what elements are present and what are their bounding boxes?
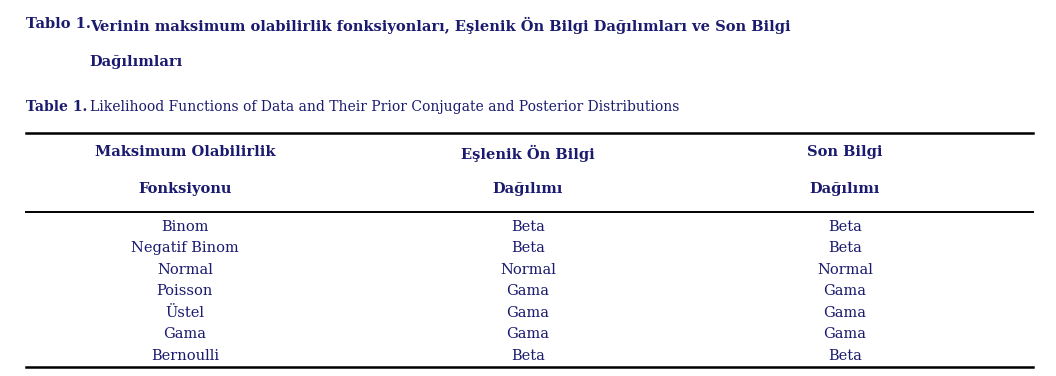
Text: Normal: Normal bbox=[817, 263, 872, 277]
Text: Normal: Normal bbox=[157, 263, 212, 277]
Text: Son Bilgi: Son Bilgi bbox=[807, 145, 883, 159]
Text: Beta: Beta bbox=[511, 349, 545, 363]
Text: Tablo 1.: Tablo 1. bbox=[26, 17, 91, 31]
Text: Eşlenik Ön Bilgi: Eşlenik Ön Bilgi bbox=[461, 145, 595, 162]
Text: Bernoulli: Bernoulli bbox=[151, 349, 219, 363]
Text: Dağılımları: Dağılımları bbox=[90, 55, 183, 68]
Text: Dağılımı: Dağılımı bbox=[493, 182, 563, 196]
Text: Likelihood Functions of Data and Their Prior Conjugate and Posterior Distributio: Likelihood Functions of Data and Their P… bbox=[90, 100, 679, 114]
Text: Beta: Beta bbox=[828, 220, 862, 234]
Text: Normal: Normal bbox=[501, 263, 555, 277]
Text: Gama: Gama bbox=[824, 327, 866, 341]
Text: Gama: Gama bbox=[507, 327, 549, 341]
Text: Beta: Beta bbox=[828, 349, 862, 363]
Text: Verinin maksimum olabilirlik fonksiyonları, Eşlenik Ön Bilgi Dağılımları ve Son : Verinin maksimum olabilirlik fonksiyonla… bbox=[90, 17, 790, 34]
Text: Negatif Binom: Negatif Binom bbox=[131, 241, 239, 255]
Text: Gama: Gama bbox=[507, 306, 549, 320]
Text: Table 1.: Table 1. bbox=[26, 100, 88, 114]
Text: Fonksiyonu: Fonksiyonu bbox=[138, 182, 231, 196]
Text: Gama: Gama bbox=[164, 327, 206, 341]
Text: Beta: Beta bbox=[828, 241, 862, 255]
Text: Gama: Gama bbox=[824, 306, 866, 320]
Text: Poisson: Poisson bbox=[156, 284, 213, 299]
Text: Beta: Beta bbox=[511, 220, 545, 234]
Text: Gama: Gama bbox=[824, 284, 866, 299]
Text: Binom: Binom bbox=[162, 220, 208, 234]
Text: Maksimum Olabilirlik: Maksimum Olabilirlik bbox=[95, 145, 275, 159]
Text: Beta: Beta bbox=[511, 241, 545, 255]
Text: Dağılımı: Dağılımı bbox=[810, 182, 880, 196]
Text: Üstel: Üstel bbox=[166, 306, 204, 320]
Text: Gama: Gama bbox=[507, 284, 549, 299]
